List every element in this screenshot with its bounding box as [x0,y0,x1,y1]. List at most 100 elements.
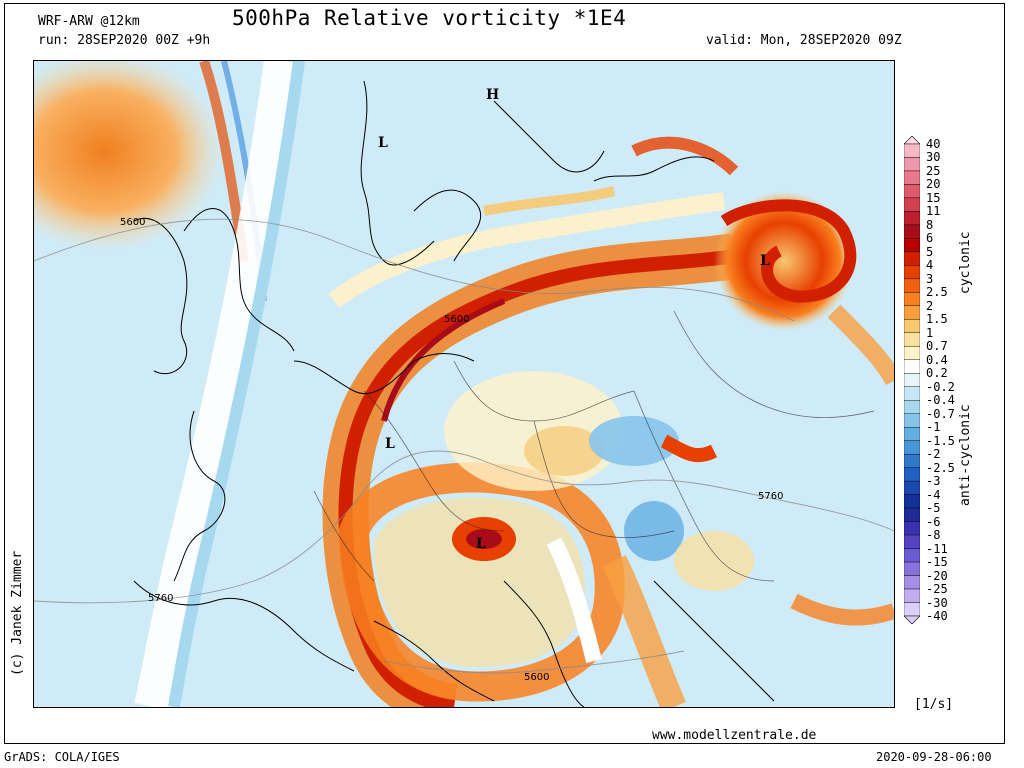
colorbar-swatch [904,548,920,563]
colorbar-level-label: -3 [926,474,941,489]
low-pressure-label-adriatic: L [476,536,486,552]
colorbar-swatch [904,251,920,266]
contour-label-5760-west: 5760 [148,593,173,604]
colorbar-swatch [904,305,920,320]
colorbar-level-label: 3 [926,271,934,286]
colorbar-level-label: -25 [926,582,948,597]
copyright-label: (c) Janek Zimmer [10,550,25,676]
colorbar-bottom-arrow [904,615,920,624]
colorbar-swatch [904,467,920,482]
colorbar-swatch [904,332,920,347]
colorbar-swatch [904,197,920,212]
colorbar-level-label: 0.4 [926,352,948,367]
colorbar-swatch [904,561,920,576]
colorbar-level-label: -0.2 [926,379,955,394]
low-pressure-label-scandinavia: L [378,135,388,151]
model-label: WRF-ARW @12km [38,14,140,29]
colorbar-swatch [904,507,920,522]
colorbar-level-label: 20 [926,177,941,192]
contour-label-5600-central: 5600 [444,314,469,325]
atlantic-vorticity-region [34,61,224,251]
colorbar-level-label: -1.5 [926,433,955,448]
valid-time-label: valid: Mon, 28SEP2020 09Z [706,33,902,48]
colorbar-swatch [904,373,920,387]
colorbar-swatch [904,278,920,293]
colorbar-level-label: -0.4 [926,393,955,408]
cyclonic-label: cyclonic [958,231,973,294]
colorbar-swatch [904,534,920,549]
geopotential-contours [34,218,894,674]
colorbar-swatch [904,170,920,185]
western-jet-band [134,61,304,707]
colorbar-level-label: -8 [926,528,941,543]
country-borders [313,310,875,582]
colorbar-level-label: 2 [926,298,934,313]
colorbar-level-label: 0.2 [926,366,948,381]
colorbar-swatch [904,143,920,158]
colorbar-swatch [904,238,920,253]
colorbar-level-label: 5 [926,244,934,259]
generation-timestamp: 2020-09-28-06:00 [876,750,992,764]
colorbar [904,136,920,624]
contour-label-5600-north: 5600 [120,217,145,228]
colorbar-level-label: -2 [926,447,941,462]
colorbar-swatch [904,359,920,374]
contour-label-5600-south: 5600 [524,672,549,683]
low-pressure-label-france: L [385,436,395,452]
colorbar-swatch [904,602,920,617]
colorbar-top-arrow [904,136,920,145]
colorbar-level-label: 6 [926,231,934,246]
unit-label: [1/s] [914,697,954,712]
colorbar-swatch [904,413,920,428]
colorbar-level-label: 1 [926,325,934,340]
colorbar-swatch [904,588,920,603]
chart-title: 500hPa Relative vorticity *1E4 [232,6,627,30]
low-pressure-label-baltic: L [760,253,770,269]
colorbar-level-label: -40 [926,609,948,623]
colorbar-level-label: -11 [926,541,948,556]
colorbar-level-label: -15 [926,555,948,570]
run-label: run: 28SEP2020 00Z +9h [38,33,211,48]
colorbar-swatch [904,184,920,199]
coastlines [133,80,775,707]
colorbar-swatch [904,480,920,495]
colorbar-swatch [904,427,920,441]
colorbar-swatch [904,453,920,468]
colorbar-level-label: 2.5 [926,285,948,300]
colorbar-swatch [904,224,920,239]
website-link[interactable]: www.modellzentrale.de [652,728,817,743]
colorbar-swatch [904,494,920,509]
colorbar-level-label: 4 [926,258,934,273]
colorbar-swatch [904,346,920,360]
colorbar-swatch [904,440,920,455]
colorbar-level-label: 40 [926,137,941,151]
colorbar-level-label: 25 [926,163,941,178]
colorbar-level-label: 8 [926,217,934,232]
high-pressure-label: H [486,87,499,103]
colorbar-level-label: 1.5 [926,312,948,327]
vorticity-map: H L L L L 5600 5600 5760 5760 5600 [33,60,895,708]
colorbar-level-label: 0.7 [926,339,948,354]
colorbar-swatch [904,292,920,307]
trough-ring [338,462,625,702]
anticyclonic-label: anti-cyclonic [958,404,973,506]
contour-label-5760-east: 5760 [758,491,783,502]
colorbar-swatch [904,575,920,590]
colorbar-swatch [904,319,920,333]
colorbar-swatch [904,521,920,536]
colorbar-swatch [904,157,920,172]
figure-frame [4,3,1005,744]
colorbar-level-label: -0.7 [926,406,955,421]
colorbar-level-label: -2.5 [926,460,955,475]
grads-credit: GrADS: COLA/IGES [4,750,120,764]
colorbar-swatch [904,265,920,280]
colorbar-swatch [904,386,920,401]
colorbar-level-label: 11 [926,204,941,219]
colorbar-level-label: 30 [926,150,941,165]
colorbar-level-label: -4 [926,487,941,502]
colorbar-level-label: -20 [926,568,948,583]
colorbar-level-label: -6 [926,514,941,529]
colorbar-level-label: -1 [926,420,941,435]
colorbar-level-label: 15 [926,190,941,205]
colorbar-swatch [904,211,920,226]
